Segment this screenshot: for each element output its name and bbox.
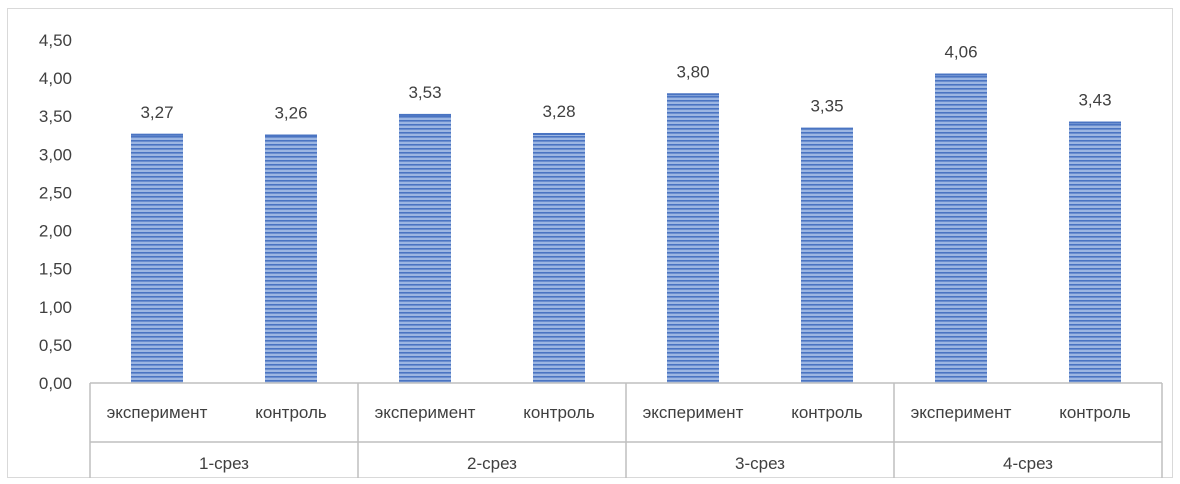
y-axis: 0,00 0,50 1,00 1,50 2,00 2,50 3,00 3,50 4,00 4,50 (39, 31, 72, 393)
bar-top-edge (935, 73, 987, 76)
y-tick-label: 0,00 (39, 374, 72, 393)
bar-top-edge (131, 133, 183, 136)
bar-top-edge (801, 127, 853, 130)
x-category-label: эксперимент (107, 403, 208, 422)
bar (131, 133, 183, 383)
x-group-label: 3-срез (735, 454, 785, 473)
bar (265, 134, 317, 383)
bar (667, 93, 719, 383)
y-tick-label: 0,50 (39, 336, 72, 355)
data-label: 4,06 (944, 43, 977, 62)
x-category-label: эксперимент (643, 403, 744, 422)
y-tick-label: 4,50 (39, 31, 72, 50)
x-category-label: эксперимент (911, 403, 1012, 422)
y-tick-label: 1,50 (39, 260, 72, 279)
x-group-label: 4-срез (1003, 454, 1053, 473)
bars-group (131, 73, 1121, 384)
bar (935, 73, 987, 383)
data-label: 3,28 (542, 102, 575, 121)
bar-top-edge (667, 93, 719, 96)
x-group-label: 2-срез (467, 454, 517, 473)
data-label: 3,26 (274, 104, 307, 123)
data-label: 3,53 (408, 83, 441, 102)
data-label: 3,80 (676, 62, 709, 81)
x-category-label: контроль (523, 403, 595, 422)
y-tick-label: 2,00 (39, 222, 72, 241)
bar (1069, 121, 1121, 384)
x-category-label: контроль (1059, 403, 1131, 422)
bar-top-edge (1069, 121, 1121, 124)
x-axis: эксперимент контроль 1-срез эксперимент конт… (89, 382, 1163, 478)
x-category-label: контроль (255, 403, 327, 422)
bar-top-edge (399, 113, 451, 116)
bar-top-edge (265, 134, 317, 137)
y-tick-label: 2,50 (39, 183, 72, 202)
data-label: 3,35 (810, 97, 843, 116)
data-label: 3,27 (140, 103, 173, 122)
y-tick-label: 1,00 (39, 298, 72, 317)
y-tick-label: 3,50 (39, 107, 72, 126)
x-group-label: 1-срез (199, 454, 249, 473)
data-labels-group: 3,27 3,26 3,53 3,28 3,80 3,35 4,06 3,43 (140, 43, 1111, 123)
y-tick-label: 3,00 (39, 145, 72, 164)
bar (533, 132, 585, 383)
bar-top-edge (533, 132, 585, 135)
x-category-label: эксперимент (375, 403, 476, 422)
y-tick-label: 4,00 (39, 69, 72, 88)
x-category-label: контроль (791, 403, 863, 422)
data-label: 3,43 (1078, 91, 1111, 110)
bar (399, 113, 451, 384)
bar (801, 127, 853, 384)
